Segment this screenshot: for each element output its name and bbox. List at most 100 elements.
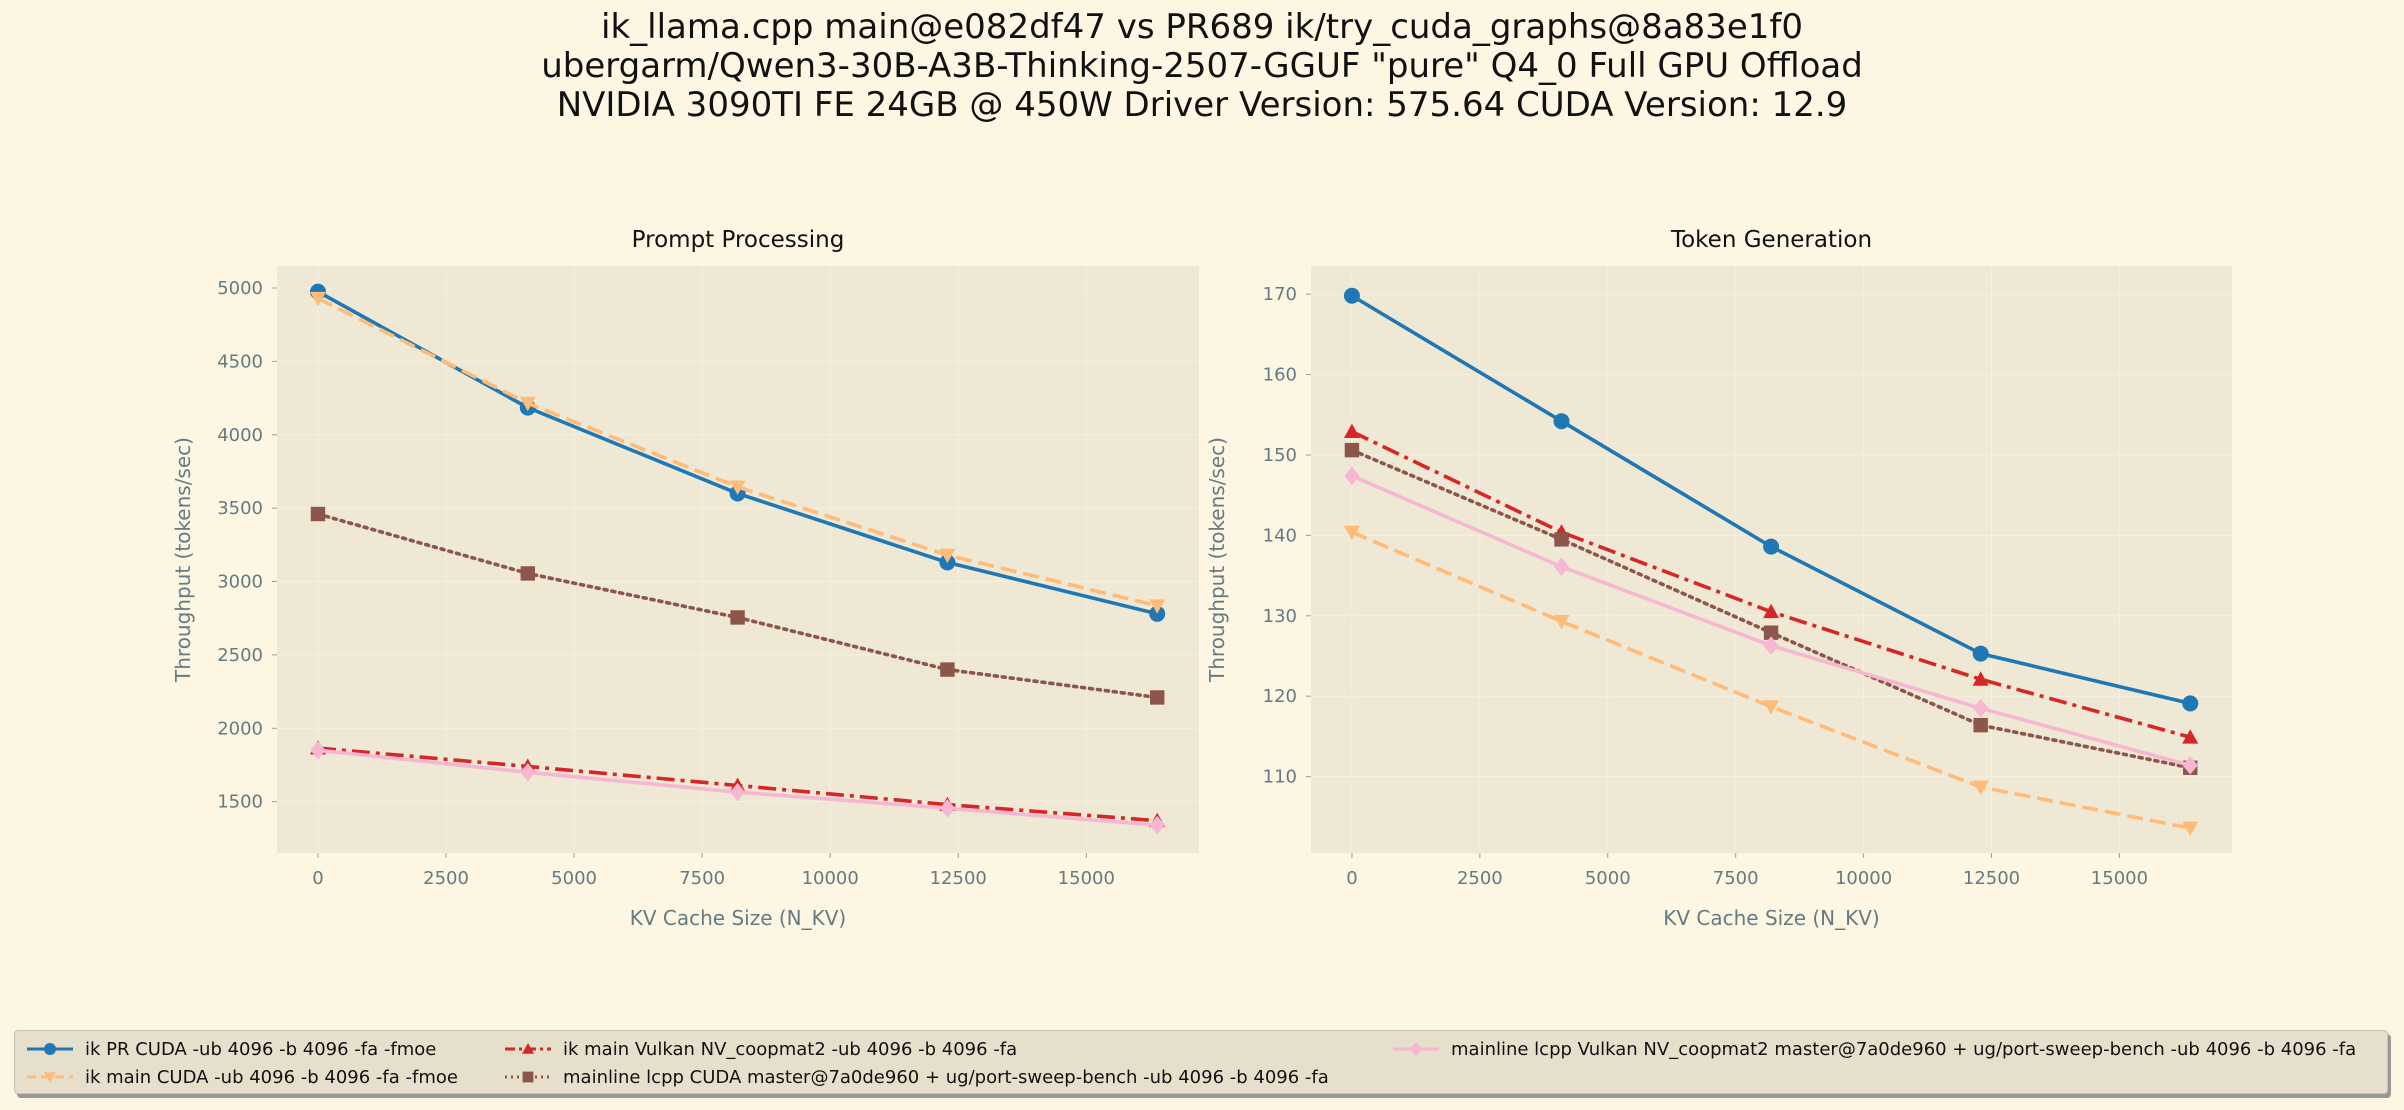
prompt-processing-x-tick-10000: 10000: [802, 868, 859, 889]
token-generation-series-ik-pr-cuda-ub-4096-b-4096-fa-fmoe-point-4096: [1553, 413, 1570, 430]
token-generation-x-tick-10000: 10000: [1835, 868, 1892, 889]
token-generation-series-ik-main-cuda-ub-4096-b-4096-fa-fmoe: [1343, 525, 2199, 837]
token-generation-y-tick-160: 160: [1263, 365, 1297, 386]
token-generation-y-tick-110: 110: [1263, 767, 1297, 788]
prompt-processing-x-tick-5000: 5000: [551, 868, 597, 889]
token-generation-series-ik-main-cuda-ub-4096-b-4096-fa-fmoe-point-16384: [2182, 821, 2199, 837]
legend-swatch-mainline-cuda: [505, 1071, 551, 1083]
token-generation-series-ik-main-cuda-ub-4096-b-4096-fa-fmoe-line: [1351, 530, 2191, 830]
prompt-processing-panel: 0 2500 5000 7500 10000 12500 15000 1500 2000 2500…: [171, 227, 1199, 930]
prompt-processing-y-tick-2500: 2500: [217, 645, 263, 666]
prompt-processing-title: Prompt Processing: [632, 227, 845, 253]
token-generation-y-tick-170: 170: [1263, 284, 1297, 305]
prompt-processing-series-mainline-lcpp-cuda-master-7a0de960-ug-po-point-8192: [730, 610, 745, 625]
prompt-processing-series-ik-main-cuda-ub-4096-b-4096-fa-fmoe: [309, 291, 1166, 614]
figure-title-line-2: ubergarm/Qwen3-30B-A3B-Thinking-2507-GGU…: [541, 46, 1863, 86]
legend: ik PR CUDA -ub 4096 -b 4096 -fa -fmoe ik…: [14, 1030, 2388, 1094]
figure-title-line-1: ik_llama.cpp main@e082df47 vs PR689 ik/t…: [601, 7, 1803, 47]
prompt-processing-series-mainline-lcpp-vulkan-nv-coopmat2-master--point-4096: [520, 763, 536, 782]
prompt-processing-series-ik-main-cuda-ub-4096-b-4096-fa-fmoe-point-12288: [939, 548, 956, 564]
token-generation-x-tick-7500: 7500: [1713, 868, 1759, 889]
legend-entry-ik-pr-cuda: ik PR CUDA -ub 4096 -b 4096 -fa -fmoe: [25, 1037, 436, 1061]
prompt-processing-y-tick-3500: 3500: [217, 498, 263, 519]
token-generation-x-tick-12500: 12500: [1963, 868, 2020, 889]
prompt-processing-x-tick-7500: 7500: [679, 868, 725, 889]
prompt-processing-series-ik-main-cuda-ub-4096-b-4096-fa-fmoe-point-16384: [1149, 599, 1166, 614]
token-generation-series-mainline-lcpp-cuda-master-7a0de960-ug-po-point-4096: [1554, 532, 1569, 547]
legend-swatch-marker: [1410, 1042, 1422, 1056]
prompt-processing-series-ik-main-cuda-ub-4096-b-4096-fa-fmoe-point-4096: [519, 396, 536, 412]
prompt-processing-y-tick-1500: 1500: [217, 792, 263, 813]
prompt-processing-series-mainline-lcpp-cuda-master-7a0de960-ug-po-point-16384: [1150, 690, 1165, 705]
prompt-processing-x-tick-12500: 12500: [930, 868, 987, 889]
token-generation-title: Token Generation: [1670, 227, 1872, 253]
legend-label-ik-main-vulkan: ik main Vulkan NV_coopmat2 -ub 4096 -b 4…: [563, 1038, 1018, 1060]
token-generation-y-tick-130: 130: [1263, 606, 1297, 627]
prompt-processing-series-mainline-lcpp-vulkan-nv-coopmat2-master--point-12288: [939, 799, 955, 818]
prompt-processing-x-label: KV Cache Size (N_KV): [630, 906, 846, 930]
token-generation-series-ik-main-vulkan-nv-coopmat2-ub-4096-b-409-point-8192: [1763, 603, 1780, 619]
prompt-processing-y-tick-2000: 2000: [217, 718, 263, 739]
figure-title-line-3: NVIDIA 3090TI FE 24GB @ 450W Driver Vers…: [556, 85, 1848, 125]
token-generation-series-mainline-lcpp-vulkan-nv-coopmat2-master--point-16384: [2182, 756, 2198, 775]
token-generation-series-ik-pr-cuda-ub-4096-b-4096-fa-fmoe-point-0: [1343, 287, 1360, 304]
token-generation-y-tick-140: 140: [1263, 525, 1297, 546]
prompt-processing-series-mainline-lcpp-cuda-master-7a0de960-ug-po: [310, 506, 1165, 705]
token-generation-series-mainline-lcpp-cuda-master-7a0de960-ug-po-point-0: [1344, 442, 1360, 458]
token-generation-series-ik-main-cuda-ub-4096-b-4096-fa-fmoe-point-12288: [1972, 780, 1989, 796]
legend-swatch-mainline-vulkan: [1393, 1042, 1439, 1056]
token-generation-series-ik-pr-cuda-ub-4096-b-4096-fa-fmoe-point-8192: [1763, 538, 1780, 555]
prompt-processing-series-mainline-lcpp-vulkan-nv-coopmat2-master-: [310, 741, 1165, 835]
prompt-processing-y-label: Throughput (tokens/sec): [171, 437, 195, 683]
prompt-processing-y-tick-5000: 5000: [217, 278, 263, 299]
legend-entry-ik-main-cuda: ik main CUDA -ub 4096 -b 4096 -fa -fmoe: [25, 1065, 458, 1089]
token-generation-y-tick-150: 150: [1263, 445, 1297, 466]
token-generation-x-label: KV Cache Size (N_KV): [1663, 906, 1879, 930]
token-generation-series-ik-pr-cuda-ub-4096-b-4096-fa-fmoe-point-16384: [2182, 695, 2199, 712]
prompt-processing-series-mainline-lcpp-cuda-master-7a0de960-ug-po-point-12288: [940, 662, 955, 677]
figure-title: ik_llama.cpp main@e082df47 vs PR689 ik/t…: [0, 8, 2404, 125]
legend-label-ik-main-cuda: ik main CUDA -ub 4096 -b 4096 -fa -fmoe: [85, 1066, 458, 1088]
token-generation-series-mainline-lcpp-vulkan-nv-coopmat2-master-: [1344, 466, 2198, 775]
token-generation-series-mainline-lcpp-cuda-master-7a0de960-ug-po: [1344, 442, 2198, 775]
token-generation-series-ik-main-vulkan-nv-coopmat2-ub-4096-b-409-point-16384: [2182, 729, 2199, 744]
token-generation-series-mainline-lcpp-vulkan-nv-coopmat2-master--point-12288: [1973, 699, 1989, 718]
token-generation-series-ik-pr-cuda-ub-4096-b-4096-fa-fmoe: [1343, 287, 2199, 712]
prompt-processing-series-mainline-lcpp-cuda-master-7a0de960-ug-po-point-0: [310, 506, 326, 522]
legend-entry-ik-main-vulkan: ik main Vulkan NV_coopmat2 -ub 4096 -b 4…: [503, 1037, 1017, 1061]
prompt-processing-series-mainline-lcpp-vulkan-nv-coopmat2-master--point-16384: [1149, 815, 1165, 835]
token-generation-series-ik-main-vulkan-nv-coopmat2-ub-4096-b-409-point-0: [1343, 423, 1360, 439]
prompt-processing-series-mainline-lcpp-vulkan-nv-coopmat2-master--point-8192: [729, 782, 746, 802]
legend-label-mainline-vulkan: mainline lcpp Vulkan NV_coopmat2 master@…: [1451, 1038, 2357, 1060]
token-generation-x-tick-0: 0: [1346, 868, 1357, 889]
token-generation-series-mainline-lcpp-cuda-master-7a0de960-ug-po-point-8192: [1763, 625, 1779, 640]
legend-swatch-marker: [522, 1043, 534, 1054]
prompt-processing-y-tick-3000: 3000: [217, 572, 263, 593]
legend-swatch-ik-pr-cuda: [27, 1043, 73, 1055]
prompt-processing-x-tick-15000: 15000: [1058, 868, 1115, 889]
prompt-processing-series-mainline-lcpp-cuda-master-7a0de960-ug-po-point-4096: [520, 566, 535, 581]
token-generation-series-mainline-lcpp-vulkan-nv-coopmat2-master--point-0: [1344, 466, 1360, 486]
prompt-processing-x-tick-0: 0: [312, 868, 323, 889]
token-generation-x-tick-15000: 15000: [2091, 868, 2148, 889]
prompt-processing-y-tick-4500: 4500: [217, 351, 263, 372]
prompt-processing-series-ik-main-cuda-ub-4096-b-4096-fa-fmoe-point-0: [309, 291, 326, 307]
legend-label-ik-pr-cuda: ik PR CUDA -ub 4096 -b 4096 -fa -fmoe: [85, 1038, 437, 1060]
token-generation-series-ik-pr-cuda-ub-4096-b-4096-fa-fmoe-point-12288: [1972, 645, 1989, 662]
token-generation-x-tick-5000: 5000: [1585, 868, 1631, 889]
legend-label-mainline-cuda: mainline lcpp CUDA master@7a0de960 + ug/…: [563, 1066, 1329, 1088]
token-generation-panel: 0 2500 5000 7500 10000 12500 15000 110 120 130 140…: [1205, 227, 2232, 930]
legend-swatch-ik-main-vulkan: [505, 1043, 551, 1054]
legend-swatch-marker: [44, 1043, 56, 1055]
token-generation-x-tick-2500: 2500: [1457, 868, 1503, 889]
legend-entry-mainline-vulkan: mainline lcpp Vulkan NV_coopmat2 master@…: [1391, 1037, 2356, 1061]
prompt-processing-series-ik-main-cuda-ub-4096-b-4096-fa-fmoe-point-8192: [729, 480, 746, 495]
prompt-processing-series-ik-pr-cuda-ub-4096-b-4096-fa-fmoe-point-16384: [1149, 605, 1166, 622]
token-generation-series-ik-main-cuda-ub-4096-b-4096-fa-fmoe-point-0: [1343, 525, 1360, 541]
prompt-processing-series-mainline-lcpp-vulkan-nv-coopmat2-master--point-0: [310, 741, 326, 760]
token-generation-series-mainline-lcpp-cuda-master-7a0de960-ug-po-point-12288: [1973, 717, 1988, 733]
legend-swatch-marker: [522, 1071, 534, 1083]
legend-entry-mainline-cuda: mainline lcpp CUDA master@7a0de960 + ug/…: [503, 1065, 1329, 1089]
token-generation-series-mainline-lcpp-vulkan-nv-coopmat2-master--point-8192: [1763, 636, 1779, 655]
